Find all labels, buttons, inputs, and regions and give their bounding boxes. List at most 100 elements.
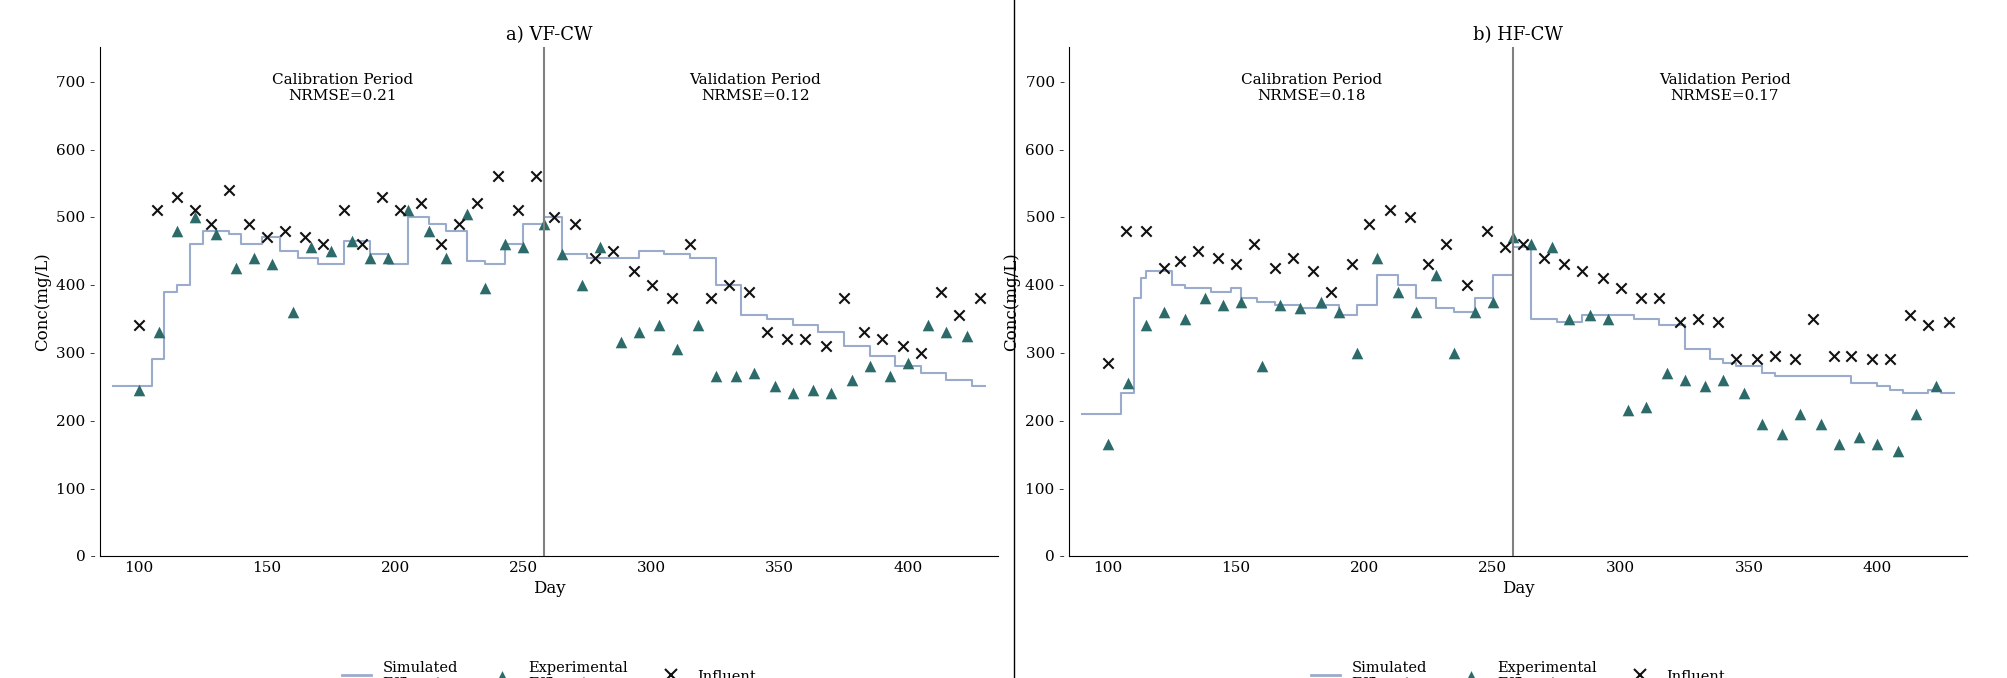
Point xyxy=(811,340,843,351)
Point xyxy=(1565,266,1598,277)
Point xyxy=(1766,428,1798,439)
Point xyxy=(502,205,534,216)
Point xyxy=(700,371,733,382)
Point xyxy=(733,286,765,297)
Point xyxy=(1276,252,1309,263)
Point xyxy=(367,191,399,202)
Point xyxy=(1644,293,1676,304)
Point xyxy=(1630,401,1662,412)
Point xyxy=(1459,306,1491,317)
Point xyxy=(1758,351,1790,361)
Point xyxy=(1527,252,1559,263)
Point xyxy=(1190,293,1222,304)
Point xyxy=(1439,347,1471,358)
Point xyxy=(1431,239,1463,250)
Point xyxy=(1489,242,1521,253)
Point xyxy=(1553,313,1586,324)
Point xyxy=(1778,354,1810,365)
Point xyxy=(584,242,616,253)
Point xyxy=(566,279,598,290)
Point xyxy=(470,283,502,294)
Point xyxy=(1092,439,1124,450)
Point xyxy=(1728,388,1760,399)
Point xyxy=(674,239,706,250)
Point xyxy=(353,252,385,263)
Point xyxy=(251,232,283,243)
Point xyxy=(1720,354,1752,365)
Point xyxy=(1796,313,1828,324)
Point xyxy=(269,225,301,236)
Point xyxy=(1822,439,1854,450)
Point xyxy=(327,205,359,216)
Point xyxy=(1353,218,1385,229)
Point xyxy=(179,212,211,222)
Point xyxy=(951,330,983,341)
Title: b) HF-CW: b) HF-CW xyxy=(1473,26,1563,45)
Point xyxy=(1547,259,1580,270)
Point xyxy=(1110,225,1142,236)
Point xyxy=(1130,320,1162,331)
Point xyxy=(660,344,692,355)
Point xyxy=(1381,286,1413,297)
Point xyxy=(1224,296,1256,307)
Point xyxy=(1341,347,1373,358)
Point xyxy=(1515,239,1547,250)
Point xyxy=(221,262,253,273)
Point xyxy=(233,218,265,229)
Point xyxy=(1238,239,1270,250)
Point xyxy=(1297,266,1329,277)
Point xyxy=(1399,306,1431,317)
Point xyxy=(140,205,173,216)
Y-axis label: Conc(mg/L): Conc(mg/L) xyxy=(34,252,50,351)
Point xyxy=(1682,313,1714,324)
Point xyxy=(213,184,245,195)
Point xyxy=(1220,259,1252,270)
Point xyxy=(520,171,552,182)
Point xyxy=(1535,242,1567,253)
Point xyxy=(538,212,570,222)
Point xyxy=(1612,405,1644,416)
Point xyxy=(873,371,905,382)
Point xyxy=(1860,439,1893,450)
Point xyxy=(853,361,885,372)
Point xyxy=(1361,252,1393,263)
Text: Validation Period
NRMSE=0.17: Validation Period NRMSE=0.17 xyxy=(1658,73,1790,103)
Point xyxy=(963,293,995,304)
Point xyxy=(622,327,654,338)
Point xyxy=(1168,313,1200,324)
Point xyxy=(289,232,321,243)
Point xyxy=(122,320,155,331)
Point xyxy=(1130,225,1162,236)
Point xyxy=(425,239,458,250)
Point xyxy=(1164,256,1196,266)
Point xyxy=(161,225,193,236)
Point xyxy=(1471,225,1503,236)
Point xyxy=(1451,279,1483,290)
Point xyxy=(1895,310,1927,321)
Text: Validation Period
NRMSE=0.12: Validation Period NRMSE=0.12 xyxy=(690,73,821,103)
Point xyxy=(528,218,560,229)
Point xyxy=(1588,273,1620,283)
Point xyxy=(694,293,727,304)
Y-axis label: Conc(mg/L): Conc(mg/L) xyxy=(1004,252,1020,351)
Point xyxy=(429,252,462,263)
Point xyxy=(913,320,945,331)
Point xyxy=(1664,317,1696,327)
Point xyxy=(1856,354,1889,365)
Point xyxy=(1573,310,1606,321)
Point xyxy=(257,259,289,270)
Point xyxy=(751,327,783,338)
Point xyxy=(1421,269,1453,280)
Point xyxy=(490,239,522,250)
Point xyxy=(315,245,347,256)
Point xyxy=(558,218,590,229)
Point xyxy=(1818,351,1850,361)
Point xyxy=(1784,408,1816,419)
Point xyxy=(1708,374,1740,385)
Point xyxy=(1112,378,1144,388)
Point xyxy=(452,208,484,219)
Point xyxy=(1335,259,1367,270)
Point xyxy=(383,205,415,216)
Point xyxy=(1690,381,1722,392)
Point xyxy=(771,334,803,344)
